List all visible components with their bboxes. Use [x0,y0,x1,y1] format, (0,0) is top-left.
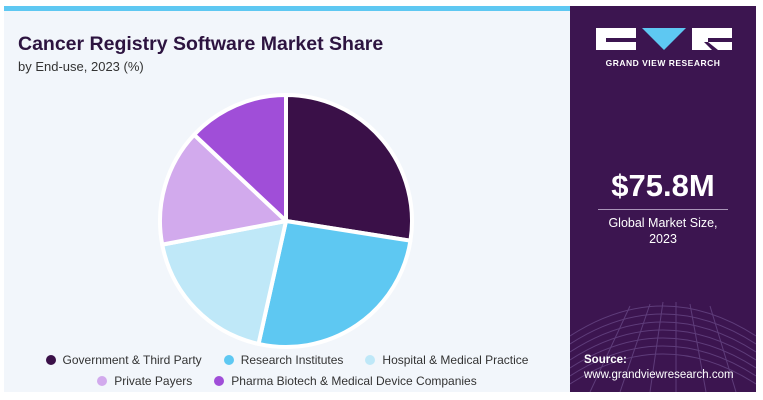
chart-card: Cancer Registry Software Market Share by… [4,6,756,392]
source-url[interactable]: www.grandviewresearch.com [584,369,734,381]
pie-slice-hospital [160,219,288,346]
chart-title: Cancer Registry Software Market Share [18,33,384,55]
pie-slice-government [284,93,414,243]
brand-name: GRAND VIEW RESEARCH [605,58,721,68]
legend-row-2: Private Payers Pharma Biotech & Medical … [4,374,570,388]
legend-swatch [365,355,376,365]
legend-item-research: Research Institutes [223,353,344,367]
source-label: Source: [584,354,627,366]
legend-label: Government & Third Party [62,353,202,367]
chart-panel: Cancer Registry Software Market Share by… [4,11,570,392]
pie-slice-pharma [192,93,288,223]
sidebar: GRAND VIEW RESEARCH $75.8M Global Market… [570,6,756,392]
accent-bar [4,6,570,11]
chart-subtitle: by End-use, 2023 (%) [18,59,144,74]
legend-label: Research Institutes [240,353,344,367]
decorative-wave-pattern [570,301,756,392]
legend-swatch [214,376,225,386]
legend-label: Pharma Biotech & Medical Device Companie… [231,374,477,388]
divider [598,209,728,210]
legend-swatch [97,376,108,386]
legend-swatch [45,355,56,365]
pie-slice-research [256,219,413,349]
legend-label: Hospital & Medical Practice [382,353,529,367]
market-size-label-line1: Global Market Size, [608,216,718,230]
legend-swatch [223,355,234,365]
legend-item-hospital: Hospital & Medical Practice [365,353,528,367]
legend-label: Private Payers [114,374,193,388]
market-size-value: $75.8M [611,168,715,203]
pie-chart [158,93,414,349]
market-size-label-line2: 2023 [649,232,677,246]
pie-slice-private-payers [158,132,288,247]
legend-item-government: Government & Third Party [45,353,202,367]
legend-item-private-payers: Private Payers [97,374,192,388]
legend-row-1: Government & Third Party Research Instit… [4,353,570,367]
grand-view-research-logo [596,28,732,50]
market-size-label: Global Market Size, 2023 [570,215,756,247]
legend-item-pharma: Pharma Biotech & Medical Device Companie… [214,374,477,388]
